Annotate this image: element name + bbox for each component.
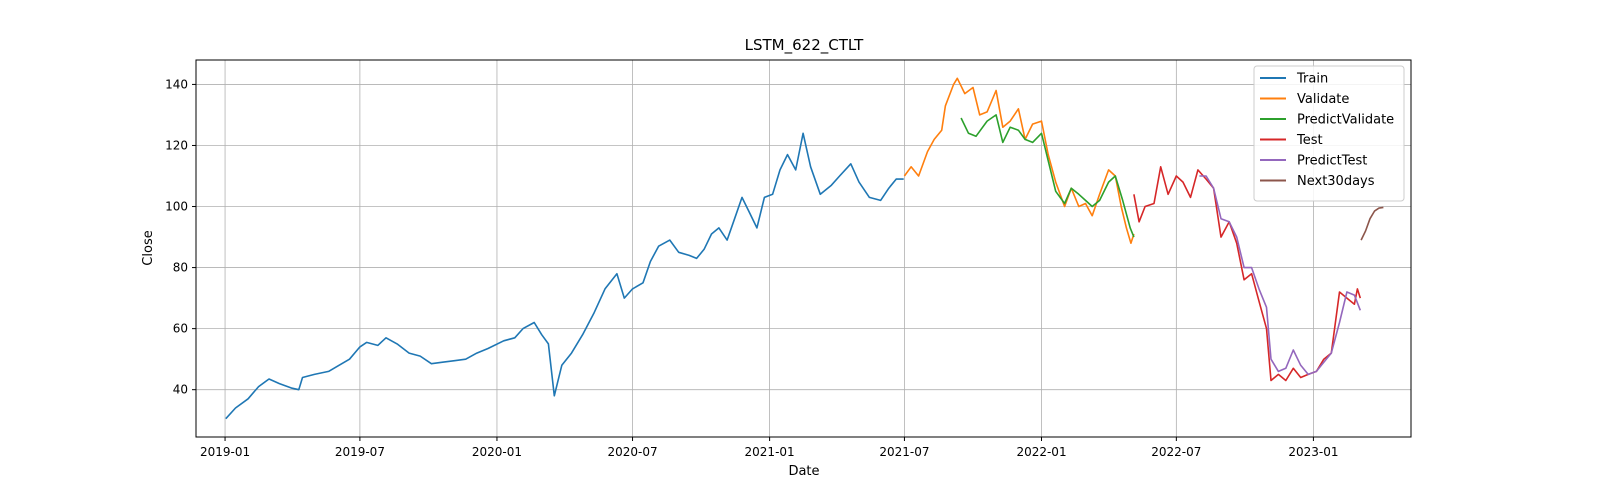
x-tick-label: 2021-01 — [745, 445, 795, 459]
chart-title: LSTM_622_CTLT — [745, 36, 865, 55]
plot-area-frame — [195, 59, 1412, 438]
y-axis: 40 60 80 100 120 140 — [165, 77, 196, 397]
legend-label: Train — [1296, 72, 1328, 87]
x-tick-label: 2019-07 — [335, 445, 385, 459]
y-axis-label: Close — [141, 230, 156, 265]
legend-label: Test — [1296, 133, 1323, 148]
x-tick-label: 2020-07 — [607, 445, 657, 459]
x-axis-label: Date — [788, 464, 819, 479]
x-tick-label: 2021-07 — [879, 445, 929, 459]
legend-label: PredictValidate — [1297, 113, 1394, 128]
x-tick-label: 2023-01 — [1288, 445, 1338, 459]
legend-label: PredictTest — [1297, 154, 1367, 169]
y-tick-label: 140 — [165, 77, 188, 91]
x-axis: 2019-01 2019-07 2020-01 2020-07 2021-01 2021-… — [200, 437, 1338, 459]
x-tick-label: 2020-01 — [472, 445, 522, 459]
x-tick-label: 2022-07 — [1151, 445, 1201, 459]
y-tick-label: 120 — [165, 138, 188, 152]
x-tick-label: 2022-01 — [1016, 445, 1066, 459]
legend: Train Validate PredictValidate Test PredictT… — [1253, 65, 1405, 202]
y-tick-label: 60 — [173, 322, 188, 336]
series-line-validate — [903, 77, 1135, 244]
series-line-train — [225, 132, 904, 420]
series-line-predictvalidate — [960, 114, 1135, 238]
y-tick-label: 80 — [173, 261, 188, 275]
y-tick-label: 100 — [165, 200, 188, 214]
legend-label: Validate — [1297, 92, 1349, 107]
legend-label: Next30days — [1297, 174, 1375, 189]
y-tick-label: 40 — [173, 383, 188, 397]
legend-box — [1253, 65, 1405, 202]
series-line-next30days — [1360, 206, 1384, 241]
series-layer — [225, 77, 1384, 420]
series-line-predicttest — [1199, 175, 1362, 376]
x-tick-label: 2019-01 — [200, 445, 250, 459]
